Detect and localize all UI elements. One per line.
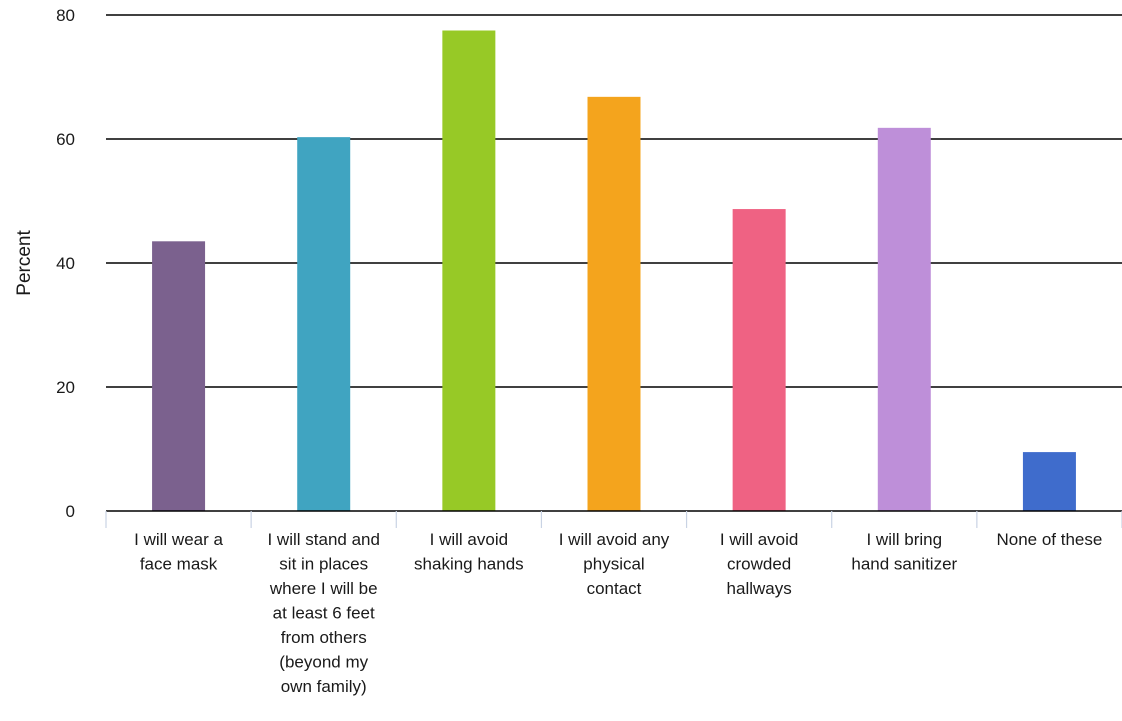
x-tick-label: I will wear a face mask bbox=[134, 530, 223, 574]
x-tick-label: I will avoid shaking hands bbox=[414, 530, 524, 574]
x-tick-label: I will avoid crowded hallways bbox=[720, 530, 798, 598]
bar bbox=[297, 137, 351, 511]
x-tick-label-line: sit in places bbox=[279, 555, 368, 574]
x-tick-label-line: I will avoid bbox=[720, 530, 798, 549]
x-tick-label: I will avoid any physical contact bbox=[559, 530, 670, 598]
x-tick-label-line: where I will be bbox=[269, 579, 378, 598]
x-tick-label-line: own family) bbox=[281, 677, 367, 696]
y-tick-label: 0 bbox=[66, 502, 75, 521]
x-axis bbox=[105, 510, 1122, 528]
x-tick-label-line: (beyond my bbox=[279, 653, 368, 672]
bar bbox=[1022, 452, 1076, 511]
bar bbox=[442, 30, 496, 511]
bar bbox=[732, 209, 786, 511]
x-tick-label-line: I will avoid any bbox=[559, 530, 670, 549]
x-axis-tick-labels: I will wear a face mask I will stand and si… bbox=[134, 530, 1102, 696]
y-axis-ticks: 0 20 40 60 80 bbox=[56, 6, 75, 521]
x-tick-label-line: from others bbox=[281, 628, 367, 647]
x-tick-label-line: I will avoid bbox=[430, 530, 508, 549]
bar bbox=[587, 96, 641, 511]
x-tick-label-line: hand sanitizer bbox=[851, 555, 957, 574]
x-tick-label-line: I will stand and bbox=[267, 530, 379, 549]
bars bbox=[152, 30, 1076, 512]
x-tick-label-line: physical bbox=[583, 555, 644, 574]
bar bbox=[152, 241, 206, 512]
y-tick-label: 20 bbox=[56, 378, 75, 397]
x-tick-label-line: I will wear a bbox=[134, 530, 223, 549]
x-tick-label: None of these bbox=[996, 530, 1102, 549]
y-tick-label: 80 bbox=[56, 6, 75, 25]
y-tick-label: 60 bbox=[56, 130, 75, 149]
x-tick-label-line: crowded bbox=[727, 555, 791, 574]
x-tick-label: I will bring hand sanitizer bbox=[851, 530, 957, 574]
x-tick-label-line: I will bring bbox=[866, 530, 942, 549]
x-tick-label-line: at least 6 feet bbox=[273, 604, 375, 623]
y-axis-label: Percent bbox=[14, 230, 35, 296]
bar bbox=[877, 127, 931, 511]
y-tick-label: 40 bbox=[56, 254, 75, 273]
x-tick-label-line: face mask bbox=[140, 555, 218, 574]
x-tick-label: I will stand and sit in places where I wil… bbox=[267, 530, 379, 696]
x-tick-label-line: shaking hands bbox=[414, 555, 524, 574]
x-tick-label-line: None of these bbox=[996, 530, 1102, 549]
x-tick-label-line: hallways bbox=[727, 579, 792, 598]
x-tick-label-line: contact bbox=[587, 579, 642, 598]
